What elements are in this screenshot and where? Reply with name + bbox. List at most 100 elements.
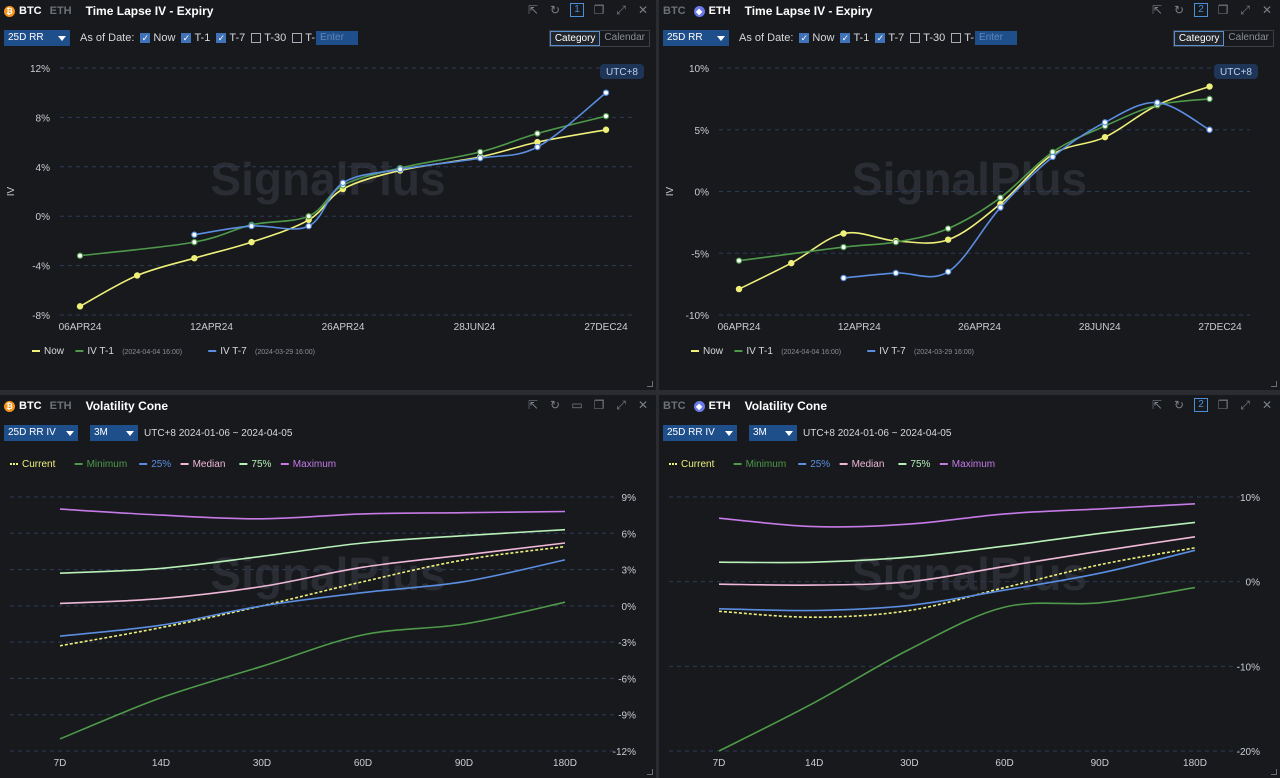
- data-point-t1: [944, 225, 952, 232]
- y-tick-label: -9%: [618, 711, 636, 722]
- data-point-now: [735, 285, 743, 293]
- x-tick-label: 28JUN24: [454, 322, 496, 333]
- resize-handle[interactable]: [1271, 769, 1277, 775]
- legend-label-p75: 75%: [910, 459, 930, 470]
- data-point-now: [840, 230, 847, 237]
- coin-tab-btc[interactable]: ₿ BTC: [0, 395, 46, 417]
- date-range-label: UTC+8 2024-01-06 ~ 2024-04-05: [144, 427, 293, 439]
- copy-icon[interactable]: ❐: [1217, 398, 1229, 412]
- checkbox-box[interactable]: ✓: [799, 33, 810, 43]
- copy-icon[interactable]: ❐: [593, 3, 605, 17]
- copy-icon[interactable]: ❐: [593, 398, 605, 412]
- checkbox-label: T-30: [264, 32, 287, 44]
- checkbox-t7[interactable]: ✓ T-7: [875, 32, 904, 44]
- coin-label: ETH: [49, 5, 72, 17]
- window-index-badge[interactable]: 2: [1194, 398, 1208, 412]
- refresh-icon[interactable]: ↻: [549, 398, 561, 412]
- close-icon[interactable]: ✕: [1261, 3, 1273, 17]
- coin-tab-btc[interactable]: BTC: [659, 0, 690, 22]
- checkbox-t30[interactable]: T-30: [251, 32, 286, 44]
- resize-handle[interactable]: [647, 769, 653, 775]
- close-icon[interactable]: ✕: [637, 398, 649, 412]
- checkbox-t1[interactable]: ✓ T-1: [840, 32, 869, 44]
- expand-icon[interactable]: ⤢: [616, 3, 626, 17]
- utc-tag-bg: [600, 64, 644, 79]
- panel-toolbar: ⇱ ↻ 2 ❐ ⤢ ✕: [1150, 3, 1274, 17]
- x-tick-label: 12APR24: [190, 322, 233, 333]
- checkbox-now[interactable]: ✓ Now: [799, 32, 834, 44]
- checkbox-box[interactable]: ✓: [140, 33, 151, 43]
- toggle-category[interactable]: Category: [1173, 31, 1225, 46]
- folder-icon[interactable]: ▭: [571, 398, 583, 412]
- checkbox-box[interactable]: [910, 33, 921, 43]
- x-tick-label: 26APR24: [322, 322, 365, 333]
- y-tick-label: 10%: [689, 64, 709, 75]
- checkbox-box[interactable]: ✓: [216, 33, 227, 43]
- legend-label-minimum: Minimum: [746, 459, 787, 470]
- refresh-icon[interactable]: ↻: [549, 3, 561, 17]
- toggle-category[interactable]: Category: [549, 31, 601, 46]
- utc-tag-bg: [1214, 64, 1258, 79]
- close-icon[interactable]: ✕: [637, 3, 649, 17]
- coin-tab-btc[interactable]: ₿ BTC: [0, 0, 46, 22]
- metric-select[interactable]: 25D RR IV: [663, 425, 737, 441]
- metric-select[interactable]: 25D RR: [4, 30, 70, 46]
- series-line-current: [59, 545, 566, 647]
- copy-icon[interactable]: ❐: [1217, 3, 1229, 17]
- close-icon[interactable]: ✕: [1261, 398, 1273, 412]
- checkbox-t30[interactable]: T-30: [910, 32, 945, 44]
- x-tick-label: 180D: [1183, 758, 1207, 769]
- legend-label-maximum: Maximum: [952, 459, 995, 470]
- expand-icon[interactable]: ⤢: [616, 398, 626, 412]
- expand-icon[interactable]: ⤢: [1240, 3, 1250, 17]
- expand-icon[interactable]: ⤢: [1240, 398, 1250, 412]
- legend-label-p25: 25%: [810, 459, 830, 470]
- resize-handle[interactable]: [647, 381, 653, 387]
- checkbox-label: T-7: [888, 32, 905, 44]
- window-index-badge[interactable]: 1: [570, 3, 584, 17]
- toggle-calendar[interactable]: Calendar: [604, 32, 645, 43]
- checkbox-t1[interactable]: ✓ T-1: [181, 32, 210, 44]
- ethereum-icon: ◆: [693, 5, 705, 17]
- y-tick-label: 0%: [36, 212, 51, 223]
- metric-select[interactable]: 25D RR: [663, 30, 729, 46]
- data-point-t7: [997, 204, 1004, 211]
- checkbox-box[interactable]: [951, 33, 962, 43]
- coin-tab-eth[interactable]: ETH: [46, 0, 76, 22]
- checkbox-box[interactable]: ✓: [875, 33, 886, 43]
- legend-label-p25: 25%: [151, 459, 171, 470]
- export-icon[interactable]: ⇱: [527, 398, 539, 412]
- checkbox-box[interactable]: [251, 33, 262, 43]
- window-index-badge[interactable]: 2: [1194, 3, 1208, 17]
- metric-select[interactable]: 25D RR IV: [4, 425, 78, 441]
- resize-handle[interactable]: [1271, 381, 1277, 387]
- checkbox-box[interactable]: ✓: [181, 33, 192, 43]
- checkbox-custom[interactable]: T-: [292, 32, 315, 44]
- panel-header: ₿ BTC ETH Volatility Cone ⇱ ↻ ▭ ❐ ⤢ ✕: [0, 395, 656, 417]
- y-tick-label: 12%: [30, 64, 50, 75]
- data-point-now: [944, 236, 952, 243]
- custom-offset-input[interactable]: Enter: [316, 31, 359, 45]
- refresh-icon[interactable]: ↻: [1173, 398, 1185, 412]
- bitcoin-icon: ₿: [4, 400, 15, 412]
- coin-tab-eth[interactable]: ◆ ETH: [690, 0, 735, 22]
- export-icon[interactable]: ⇱: [1151, 398, 1163, 412]
- export-icon[interactable]: ⇱: [527, 3, 539, 17]
- coin-tab-btc[interactable]: BTC: [659, 395, 690, 417]
- refresh-icon[interactable]: ↻: [1173, 3, 1185, 17]
- checkbox-box[interactable]: ✓: [840, 33, 851, 43]
- custom-offset-input[interactable]: Enter: [975, 31, 1018, 45]
- data-point-t7: [1049, 153, 1056, 161]
- toggle-calendar[interactable]: Calendar: [1228, 32, 1269, 43]
- checkbox-custom[interactable]: T-: [951, 32, 974, 44]
- chart-panel-p4: BTC ◆ ETH Volatility Cone ⇱ ↻ 2 ❐ ⤢ ✕ 25D RR IV 3M U…: [659, 395, 1280, 778]
- coin-tab-eth[interactable]: ◆ ETH: [690, 395, 735, 417]
- checkbox-t7[interactable]: ✓ T-7: [216, 32, 245, 44]
- coin-tab-eth[interactable]: ETH: [46, 395, 76, 417]
- checkbox-box[interactable]: [292, 33, 303, 43]
- y-axis-label: IV: [6, 186, 17, 196]
- export-icon[interactable]: ⇱: [1151, 3, 1163, 17]
- period-select[interactable]: 3M: [749, 425, 797, 441]
- period-select[interactable]: 3M: [90, 425, 138, 441]
- checkbox-now[interactable]: ✓ Now: [140, 32, 175, 44]
